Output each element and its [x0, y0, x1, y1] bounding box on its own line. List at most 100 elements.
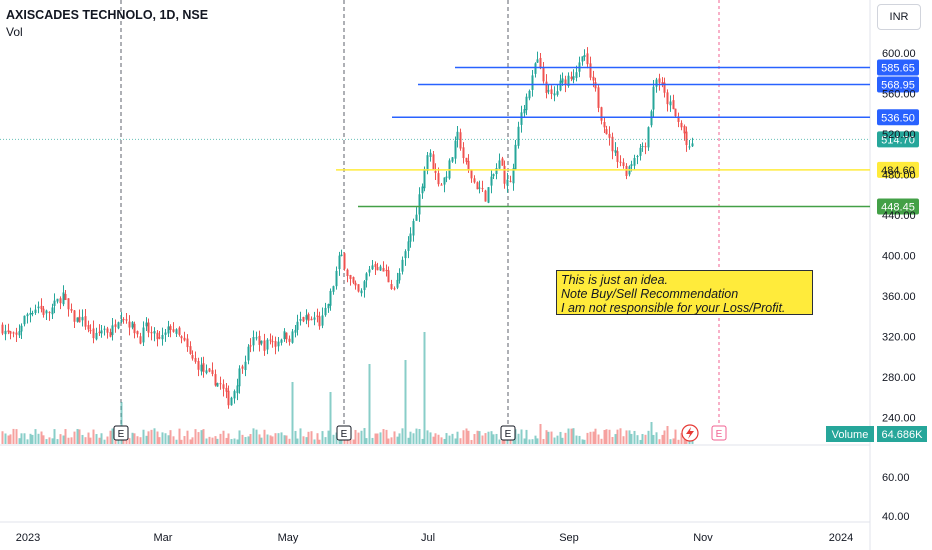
candle-body — [117, 322, 120, 329]
time-tick-label: Mar — [154, 532, 173, 544]
price-tick-label: 440.00 — [882, 210, 916, 222]
candle-body — [376, 267, 379, 271]
candle-body — [139, 336, 142, 344]
volume-bar — [661, 434, 664, 444]
candle-body — [520, 112, 523, 125]
volume-bar — [547, 431, 550, 444]
volume-bar — [202, 429, 205, 444]
time-tick-label: 2024 — [829, 532, 853, 544]
candle-body — [156, 332, 159, 340]
candle-body — [459, 132, 462, 149]
volume-bar — [4, 433, 7, 444]
candle-body — [236, 385, 239, 394]
earnings-marker[interactable]: E — [336, 425, 352, 441]
candle-body — [161, 335, 164, 340]
volume-bar — [564, 432, 567, 444]
candle-body — [354, 282, 357, 286]
note-line-2: Note Buy/Sell Recommendation — [561, 287, 739, 301]
volume-bar — [12, 428, 15, 444]
candle-body — [233, 391, 236, 399]
candle-body — [271, 341, 274, 343]
volume-bar — [644, 434, 647, 444]
candle-body — [131, 322, 134, 328]
volume-bar — [614, 434, 617, 444]
lightning-icon[interactable] — [681, 424, 699, 442]
volume-bar — [186, 430, 189, 444]
note-line-3: I am not responsible for your Loss/Profi… — [561, 301, 786, 315]
volume-bar — [302, 436, 305, 444]
candle-body — [454, 140, 457, 159]
volume-bar — [633, 430, 636, 444]
candle-body — [106, 328, 109, 333]
candle-body — [343, 253, 346, 269]
candle-body — [650, 111, 653, 126]
earnings-marker-label: E — [341, 429, 348, 440]
volume-bar — [382, 429, 385, 444]
volume-bar — [200, 430, 203, 444]
volume-indicator-label[interactable]: Vol — [6, 25, 23, 39]
volume-bar — [288, 438, 291, 444]
volume-bar — [216, 438, 219, 444]
candle-body — [451, 157, 454, 162]
candle-body — [81, 317, 84, 321]
candle-body — [299, 319, 302, 321]
candle-body — [644, 146, 647, 148]
candle-body — [415, 214, 418, 221]
candle-body — [258, 335, 261, 345]
volume-bar — [534, 435, 537, 444]
volume-bar — [296, 438, 299, 444]
candle-body — [327, 304, 330, 309]
candle-body — [559, 80, 562, 91]
candle-body — [630, 164, 633, 167]
candle-body — [324, 307, 327, 316]
volume-bar — [78, 429, 81, 444]
volume-bar — [539, 424, 542, 444]
candle-body — [547, 90, 550, 92]
candle-body — [625, 165, 628, 176]
volume-bar — [249, 434, 252, 444]
volume-bar — [487, 431, 490, 444]
candle-body — [98, 331, 101, 333]
volume-bar — [647, 430, 650, 444]
candle-body — [553, 93, 556, 96]
volume-bar — [15, 429, 18, 444]
currency-button[interactable]: INR — [877, 4, 921, 30]
earnings-marker[interactable]: E — [113, 425, 129, 441]
candle-body — [252, 337, 255, 346]
earnings-marker[interactable]: E — [500, 425, 516, 441]
candle-body — [338, 255, 341, 270]
volume-bar — [145, 435, 148, 444]
earnings-marker[interactable]: E — [711, 425, 727, 441]
time-axis: 2023 Mar May Jul Sep Nov 2024 — [16, 532, 853, 544]
volume-bar — [56, 439, 59, 444]
volume-bar — [120, 402, 123, 444]
volume-bar — [528, 439, 531, 444]
volume-bar — [23, 433, 26, 444]
level-price-tag — [877, 198, 919, 215]
volume-bar — [368, 364, 371, 444]
volume-bar — [227, 433, 230, 444]
volume-bar — [531, 439, 534, 444]
volume-bar — [396, 436, 399, 444]
volume-bar — [183, 436, 186, 444]
volume-bar — [128, 438, 131, 444]
candle-body — [608, 133, 611, 138]
volume-bar — [663, 430, 666, 444]
candle-body — [622, 162, 625, 166]
candle-body — [191, 355, 194, 359]
candle-body — [84, 316, 87, 327]
candle-body — [611, 136, 614, 152]
candle-body — [481, 188, 484, 190]
candle-body — [594, 82, 597, 89]
level-price-tag — [877, 59, 919, 76]
volume-bar — [37, 433, 40, 444]
volume-bar — [490, 431, 493, 444]
candle-body — [434, 171, 437, 173]
candle-body — [238, 368, 241, 387]
volume-bar — [111, 428, 114, 444]
volume-bar — [324, 437, 327, 444]
candle-body — [597, 87, 600, 108]
candle-body — [473, 178, 476, 183]
volume-bar — [103, 439, 106, 444]
